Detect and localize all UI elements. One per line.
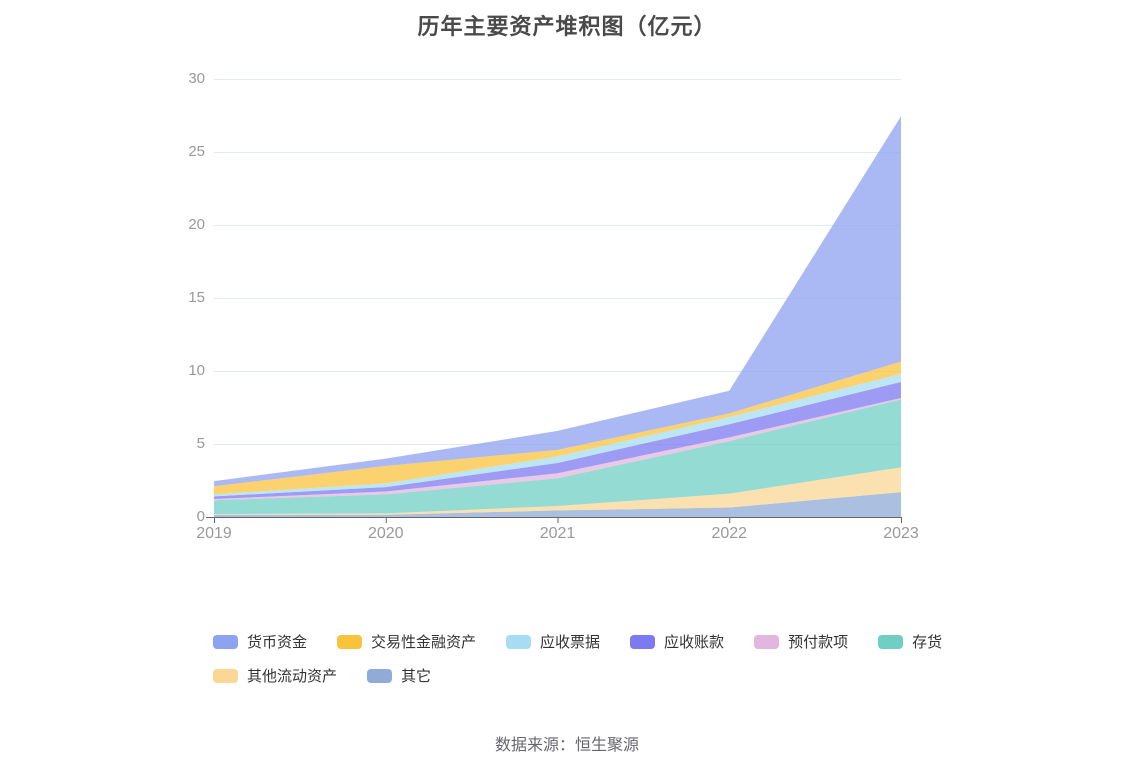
legend-item-存货[interactable]: 存货 (878, 631, 942, 652)
x-axis-tick-label: 2023 (883, 525, 919, 542)
stacked-area-svg (206, 79, 902, 523)
data-source-text: 数据来源：恒生聚源 (494, 737, 639, 754)
legend-swatch-icon (213, 634, 238, 649)
y-axis-tick-label: 5 (196, 435, 205, 452)
legend-swatch-icon (337, 634, 363, 649)
y-axis-tick-label: 10 (188, 362, 205, 379)
legend-item-label: 应收账款 (664, 634, 725, 651)
legend-item-应收账款[interactable]: 应收账款 (630, 631, 724, 652)
area-series-其他流动资产 (214, 467, 901, 515)
legend-swatch-icon (630, 634, 656, 649)
legend-item-预付款项[interactable]: 预付款项 (754, 631, 848, 652)
legend-swatch-icon (367, 668, 393, 683)
legend-item-交易性金融资产[interactable]: 交易性金融资产 (337, 631, 476, 652)
y-axis-tick-label: 30 (188, 70, 205, 87)
legend-item-label: 其他流动资产 (247, 668, 338, 685)
x-axis: 2019 2020 2021 2022 2023 (196, 525, 919, 542)
legend-item-label: 应收票据 (540, 634, 601, 651)
legend-item-货币资金[interactable]: 货币资金 (213, 631, 307, 652)
legend-item-label: 货币资金 (247, 634, 308, 651)
y-axis-tick-label: 25 (188, 143, 205, 160)
legend-swatch-icon (506, 634, 532, 649)
legend-swatch-icon (213, 668, 238, 683)
legend-swatch-icon (878, 634, 904, 649)
y-axis-tick-label: 20 (188, 216, 205, 233)
legend: 货币资金 交易性金融资产 应收票据 应收账款 预付款项 存货其他流动资产 其它 (213, 631, 953, 686)
legend-item-label: 交易性金融资产 (371, 634, 477, 651)
y-axis-tick-label: 15 (188, 289, 205, 306)
area-series-其它 (214, 492, 901, 517)
chart-title: 历年主要资产堆积图（亿元） (417, 14, 717, 39)
area-series-货币资金 (214, 116, 901, 487)
legend-item-label: 其它 (401, 668, 432, 685)
area-series-交易性金融资产 (214, 361, 901, 495)
legend-item-其它[interactable]: 其它 (367, 665, 431, 686)
legend-item-label: 预付款项 (788, 634, 849, 651)
y-axis: 0 5 10 15 20 25 30 (130, 0, 205, 540)
y-axis-tick-label: 0 (196, 508, 205, 525)
legend-swatch-icon (754, 634, 780, 649)
area-series-存货 (214, 399, 901, 515)
x-axis-tick-label: 2021 (539, 525, 576, 542)
legend-item-其他流动资产[interactable]: 其他流动资产 (213, 665, 337, 686)
x-axis-tick-label: 2019 (196, 525, 232, 542)
legend-item-label: 存货 (912, 634, 943, 651)
x-axis-tick-label: 2022 (711, 525, 748, 542)
x-axis-tick-label: 2020 (367, 525, 404, 542)
legend-item-应收票据[interactable]: 应收票据 (506, 631, 600, 652)
